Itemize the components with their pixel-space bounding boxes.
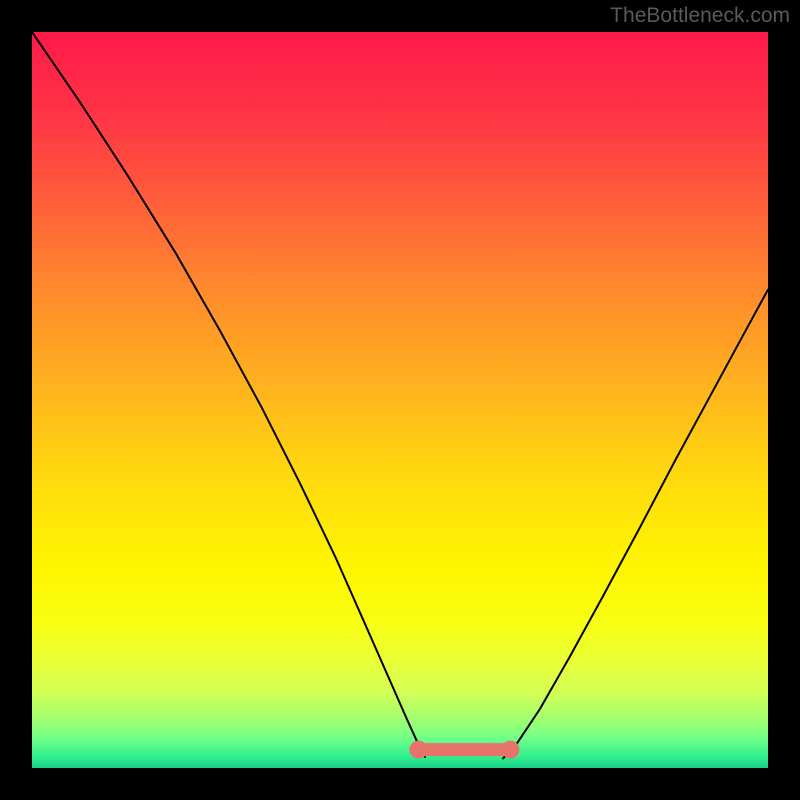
watermark-text: TheBottleneck.com xyxy=(610,4,790,28)
optimal-flat-segment xyxy=(409,741,519,759)
optimal-dot-left xyxy=(409,741,427,759)
plot-background xyxy=(32,32,768,768)
optimal-dot-right xyxy=(501,741,519,759)
chart-frame: TheBottleneck.com xyxy=(0,0,800,800)
bottleneck-plot xyxy=(0,0,800,800)
